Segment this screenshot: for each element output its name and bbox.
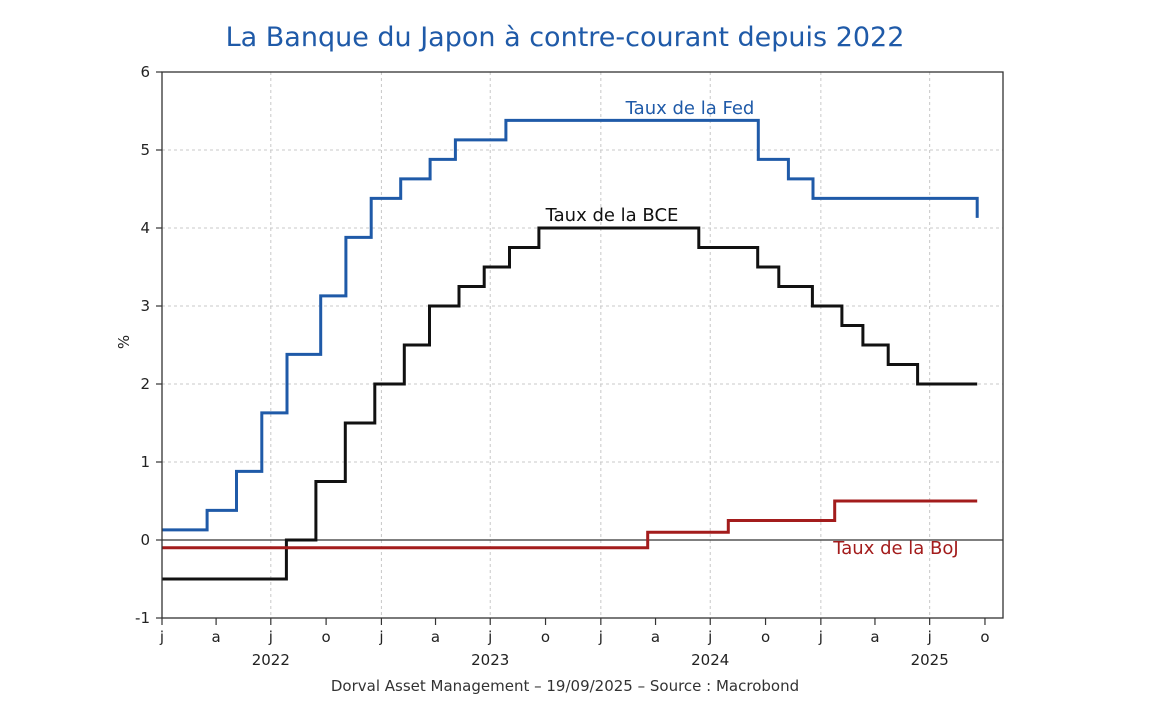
y-tick-label: 3 bbox=[140, 297, 150, 315]
series-layer bbox=[162, 118, 979, 581]
y-tick-label: 1 bbox=[140, 453, 150, 471]
x-tick-label: j bbox=[927, 628, 932, 646]
x-axis: j a j o j a j o j a j o j a j o 2022 2023 2024 2025 bbox=[159, 618, 990, 669]
series-label: Taux de la BCE bbox=[545, 205, 679, 226]
x-year-label: 2023 bbox=[471, 651, 509, 669]
x-tick-label: j bbox=[598, 628, 603, 646]
y-tick-label: 5 bbox=[140, 141, 150, 159]
series-labels: Taux de la Fed Taux de la BCE Taux de la B… bbox=[545, 98, 959, 559]
x-tick-label: j bbox=[159, 628, 164, 646]
x-tick-label: a bbox=[212, 628, 221, 646]
x-year-label: 2022 bbox=[252, 651, 290, 669]
x-tick-label: a bbox=[651, 628, 660, 646]
x-tick-label: j bbox=[487, 628, 492, 646]
y-axis: -1 0 1 2 3 4 5 6 bbox=[135, 63, 162, 627]
series-label: Taux de la Fed bbox=[625, 98, 755, 119]
x-tick-label: j bbox=[378, 628, 383, 646]
x-tick-label: o bbox=[980, 628, 989, 646]
y-axis-label: % bbox=[115, 335, 133, 349]
chart-title: La Banque du Japon à contre-courant depu… bbox=[225, 22, 905, 53]
x-year-label: 2024 bbox=[691, 651, 729, 669]
x-tick-label: j bbox=[268, 628, 273, 646]
y-tick-label: 6 bbox=[140, 63, 150, 81]
x-tick-label: a bbox=[870, 628, 879, 646]
y-tick-label: 4 bbox=[140, 219, 150, 237]
source-note: Dorval Asset Management – 19/09/2025 – S… bbox=[330, 677, 800, 695]
x-tick-label: j bbox=[707, 628, 712, 646]
plot-frame bbox=[161, 71, 1004, 619]
series-line-taux-de-la-boj bbox=[162, 499, 978, 550]
x-year-label: 2025 bbox=[911, 651, 949, 669]
series-label: Taux de la BoJ bbox=[832, 538, 958, 559]
y-tick-label: 2 bbox=[140, 375, 150, 393]
series-line-taux-de-la-bce bbox=[162, 226, 978, 581]
y-tick-label: 0 bbox=[140, 531, 150, 549]
x-tick-label: a bbox=[431, 628, 440, 646]
x-tick-label: o bbox=[322, 628, 331, 646]
x-tick-label: o bbox=[761, 628, 770, 646]
x-tick-label: j bbox=[818, 628, 823, 646]
x-tick-label: o bbox=[541, 628, 550, 646]
y-tick-label: -1 bbox=[135, 609, 150, 627]
series-line-taux-de-la-fed bbox=[162, 118, 979, 532]
